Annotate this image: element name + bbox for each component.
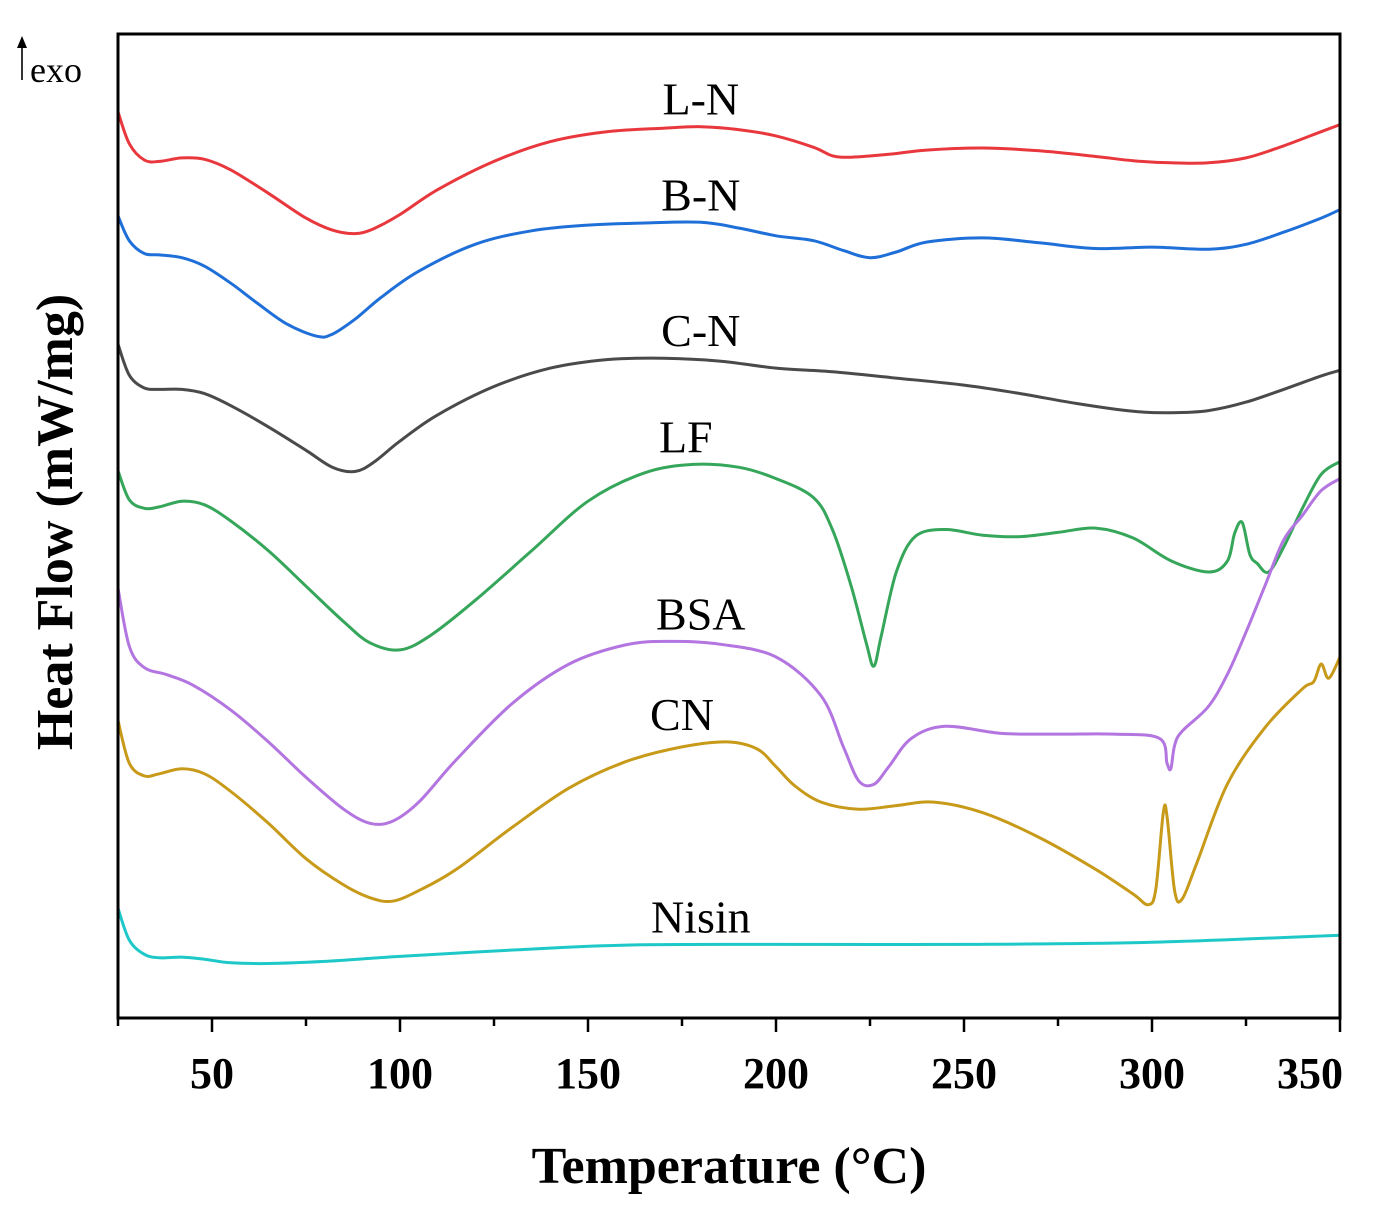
series-line-nisin <box>116 907 1341 966</box>
series-label-cn: CN <box>650 689 714 740</box>
series-line-lf <box>116 460 1341 668</box>
x-tick-label: 150 <box>555 1049 621 1098</box>
x-tick-label: 200 <box>743 1049 809 1098</box>
series-label-nisin: Nisin <box>651 891 751 942</box>
series-labels: L-N B-N C-N LF BSA CN Nisin <box>650 74 751 943</box>
series-label-bsa: BSA <box>656 588 745 639</box>
series-label-c-n: C-N <box>661 305 740 356</box>
x-tick-label: 350 <box>1277 1049 1343 1098</box>
exo-label: exo <box>30 50 82 90</box>
series-label-b-n: B-N <box>661 169 740 220</box>
series-line-cn <box>116 656 1342 907</box>
x-tick-label: 250 <box>931 1049 997 1098</box>
series-label-lf: LF <box>659 411 713 462</box>
x-axis-title: Temperature (°C) <box>532 1138 927 1195</box>
x-tick-label: 50 <box>190 1049 234 1098</box>
series-line-c-n <box>116 343 1341 474</box>
x-axis: 50 100 150 200 250 300 350 <box>116 1018 1343 1098</box>
series-label-l-n: L-N <box>662 74 739 125</box>
x-tick-label: 300 <box>1119 1049 1185 1098</box>
x-tick-label: 100 <box>367 1049 433 1098</box>
exo-marker: exo <box>17 36 82 90</box>
series-line-l-n <box>116 111 1341 236</box>
plot-frame <box>116 32 1342 1020</box>
y-axis-title: Heat Flow (mW/mg) <box>27 294 84 750</box>
exo-arrowhead-icon <box>17 36 27 48</box>
series-layer <box>116 111 1342 966</box>
series-line-b-n <box>116 208 1341 339</box>
series-line-bsa <box>116 477 1341 826</box>
